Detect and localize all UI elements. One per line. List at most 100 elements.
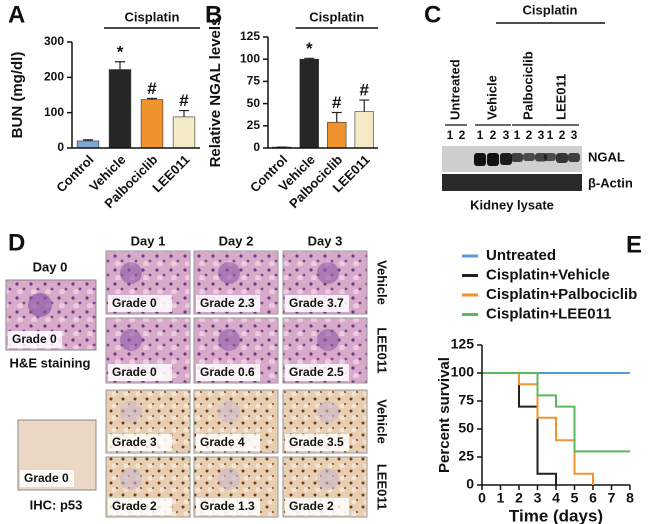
lane-number: 2	[526, 128, 533, 142]
grade-label: Grade 2	[112, 499, 157, 513]
y-tick-label: 25	[247, 118, 261, 132]
grade-box	[20, 470, 74, 487]
x-axis-label: Time (days)	[509, 506, 603, 524]
y-tick-label: 100	[240, 51, 260, 65]
grade-box	[108, 498, 172, 515]
band	[487, 153, 499, 166]
day-label: Day 1	[131, 233, 166, 248]
bar	[140, 99, 164, 149]
y-tick-label: 25	[458, 448, 474, 464]
lane-group-label: Vehicle	[484, 75, 499, 120]
error-bar	[304, 57, 315, 60]
glomerulus	[218, 262, 240, 284]
grade-label: Grade 1.3	[200, 499, 255, 513]
bar	[172, 116, 196, 149]
grade-label: Grade 4	[200, 435, 245, 449]
annotation: Cisplatin	[523, 2, 578, 17]
band-label: β-Actin	[588, 175, 633, 190]
grade-label: Grade 0.6	[200, 365, 255, 379]
survival-line	[482, 372, 630, 453]
row-group-label: LEE011	[375, 327, 390, 373]
legend-label: Cisplatin+LEE011	[486, 305, 611, 322]
y-tick-label: 100	[44, 105, 64, 119]
panel-label: A	[8, 1, 25, 28]
y-tick-label: 0	[57, 140, 64, 154]
y-tick-label: 75	[458, 392, 474, 408]
annotation: Cisplatin	[309, 9, 364, 24]
lane-number: 3	[571, 128, 578, 142]
y-axis-label: BUN (mg/dl)	[9, 52, 26, 139]
blot-actin	[442, 174, 582, 191]
y-tick-label: 100	[451, 364, 475, 380]
grade-label: Grade 0	[24, 471, 69, 485]
glomerulus	[120, 401, 142, 423]
glomerulus	[317, 329, 339, 351]
day-label: Day 2	[219, 233, 254, 248]
band	[535, 153, 547, 162]
x-tick-label: 0	[478, 490, 486, 506]
y-tick-label: 300	[44, 34, 64, 48]
x-tick-label: 3	[534, 490, 542, 506]
annotation: Cisplatin	[125, 9, 180, 24]
y-tick-label: 0	[253, 140, 260, 154]
panel-label: B	[205, 1, 222, 28]
grade-box	[285, 434, 349, 451]
glomerulus	[317, 262, 339, 284]
glomerulus	[120, 468, 142, 490]
glomerulus	[218, 329, 240, 351]
grade-label: Grade 3.7	[289, 296, 344, 310]
caption: IHC: p53	[30, 497, 83, 512]
x-tick-label: 8	[626, 490, 634, 506]
row-group-label: Vehicle	[375, 399, 390, 444]
lane-number: 2	[559, 128, 566, 142]
y-tick-label: 50	[458, 420, 474, 436]
error-bar	[83, 139, 93, 141]
bar	[76, 140, 100, 149]
legend-label: Cisplatin+Vehicle	[486, 266, 610, 283]
glomerulus	[28, 293, 52, 317]
bar	[299, 58, 319, 149]
y-tick-label: 125	[451, 336, 475, 352]
x-tick-label: 4	[552, 490, 560, 506]
grade-label: Grade 2.5	[289, 365, 344, 379]
grade-label: Grade 0	[112, 365, 157, 379]
x-tick-label: 6	[589, 490, 597, 506]
lane-number: 1	[514, 128, 521, 142]
bar	[354, 111, 374, 149]
y-axis-label: Percent survival	[436, 357, 453, 473]
survival-line	[482, 372, 557, 485]
lane-number: 3	[503, 128, 510, 142]
panel-label: D	[8, 229, 25, 256]
glomerulus	[218, 468, 240, 490]
significance-marker: #	[360, 81, 370, 100]
legend-label: Cisplatin+Palbociclib	[486, 286, 637, 303]
day-label: Day 0	[33, 259, 68, 274]
grade-box	[196, 364, 260, 381]
row-group-label: LEE011	[375, 464, 390, 510]
grade-label: Grade 2	[289, 499, 334, 513]
glomerulus	[317, 401, 339, 423]
lane-group-label: Untreated	[447, 59, 462, 120]
y-axis-label: Relative NGAL levels	[207, 18, 224, 168]
grade-box	[285, 498, 349, 515]
bar	[108, 69, 132, 149]
y-tick-label: 50	[247, 96, 261, 110]
y-tick-label: 125	[240, 29, 260, 43]
panel-label: E	[626, 231, 642, 258]
grade-label: Grade 2.3	[200, 296, 255, 310]
lane-number: 2	[490, 128, 497, 142]
significance-marker: *	[306, 39, 313, 58]
band	[511, 153, 523, 162]
lane-group-label: Palbociclib	[520, 51, 535, 120]
legend-label: Untreated	[486, 247, 556, 264]
band	[523, 153, 535, 161]
grade-label: Grade 0	[12, 332, 57, 346]
y-tick-label: 200	[44, 70, 64, 84]
grade-box	[196, 295, 260, 312]
glomerulus	[120, 329, 142, 351]
grade-box	[108, 295, 172, 312]
survival-line	[482, 372, 594, 485]
significance-marker: #	[147, 79, 157, 98]
lane-number: 1	[477, 128, 484, 142]
band	[544, 153, 556, 161]
